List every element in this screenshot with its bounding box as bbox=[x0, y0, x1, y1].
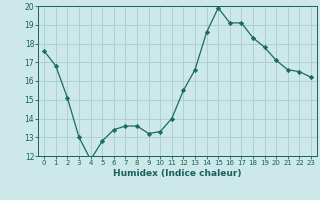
X-axis label: Humidex (Indice chaleur): Humidex (Indice chaleur) bbox=[113, 169, 242, 178]
